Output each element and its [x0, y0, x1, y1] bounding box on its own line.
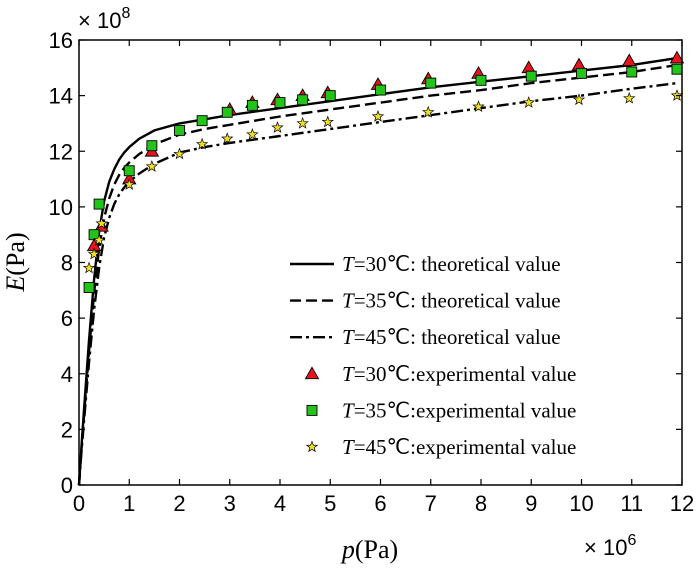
y-tick-label: 2	[61, 417, 73, 442]
y-tick-label: 0	[61, 473, 73, 498]
experimental-point-45c	[572, 93, 586, 106]
x-tick-label: 5	[324, 491, 336, 516]
experimental-point-30c	[669, 50, 685, 64]
experimental-point-35c	[196, 115, 208, 127]
x-tick-label: 7	[425, 491, 437, 516]
experimental-point-35c	[93, 198, 105, 210]
x-tick-label: 11	[620, 491, 643, 516]
experimental-point-35c	[576, 67, 587, 79]
x-tick-label: 1	[123, 491, 135, 516]
experimental-point-35c	[324, 90, 336, 102]
y-axis-ticks: 0 2 4 6 8 10 12 14 16	[49, 28, 682, 498]
experimental-point-45c	[145, 160, 159, 172]
experimental-point-35c	[297, 94, 309, 106]
experimental-point-45c	[87, 247, 101, 260]
experimental-point-45c	[246, 128, 259, 140]
experimental-point-45c	[95, 217, 108, 229]
y-tick-label: 14	[49, 84, 73, 109]
x-tick-label: 6	[374, 491, 386, 516]
experimental-point-35c	[626, 66, 638, 78]
legend-entry: T=45℃:experimental value	[342, 435, 576, 459]
experimental-point-35c	[246, 99, 258, 111]
legend-entry: T=45℃: theoretical value	[342, 325, 561, 349]
x-tick-label: 9	[525, 491, 537, 516]
experimental-point-35c	[525, 70, 537, 82]
experimental-point-35c	[174, 124, 185, 136]
experimental-point-45c	[173, 147, 186, 160]
experimental-point-45c	[123, 178, 136, 190]
legend-marker-sample	[304, 366, 320, 380]
x-tick-label: 4	[274, 491, 286, 516]
x-tick-label: 0	[73, 491, 85, 516]
experimental-point-35c	[475, 74, 487, 86]
x-tick-label: 10	[569, 491, 593, 516]
experimental-markers	[82, 50, 685, 293]
legend-entry: T=35℃: theoretical value	[342, 289, 561, 313]
x-tick-label: 8	[475, 491, 487, 516]
y-axis-label: E(Pa)	[1, 232, 30, 292]
legend-entry: T=30℃:experimental value	[342, 362, 576, 386]
x-axis-multiplier: × 106	[584, 532, 636, 560]
legend-marker-sample	[306, 404, 318, 416]
experimental-point-45c	[522, 96, 535, 108]
experimental-point-35c	[375, 84, 386, 96]
experimental-point-45c	[623, 91, 636, 104]
experimental-point-45c	[371, 109, 385, 122]
x-tick-label: 12	[670, 491, 694, 516]
legend-marker-sample	[305, 440, 319, 453]
experimental-point-45c	[195, 137, 209, 150]
plot-area	[79, 40, 682, 485]
y-tick-label: 4	[61, 362, 73, 387]
x-tick-label: 3	[224, 491, 236, 516]
experimental-point-35c	[123, 165, 135, 177]
y-axis-multiplier: × 108	[78, 5, 130, 33]
experimental-point-45c	[296, 116, 309, 129]
experimental-point-45c	[422, 105, 435, 118]
experimental-point-45c	[321, 115, 334, 128]
x-axis-label: p(Pa)	[340, 535, 398, 564]
experimental-point-45c	[82, 261, 96, 274]
experimental-point-45c	[221, 132, 234, 144]
legend-entry: T=35℃:experimental value	[342, 398, 576, 422]
experimental-point-45c	[472, 100, 485, 113]
experimental-point-35c	[274, 97, 286, 109]
experimental-point-35c	[146, 140, 158, 152]
x-axis-ticks: 0 1 2 3 4 5 6 7 8 9 10 11 12	[73, 40, 694, 516]
theoretical-line-30c	[77, 56, 678, 486]
y-tick-label: 8	[61, 251, 73, 276]
experimental-point-35c	[221, 106, 233, 118]
y-tick-label: 10	[49, 195, 73, 220]
experimental-point-35c	[83, 282, 95, 293]
experimental-point-30c	[621, 53, 637, 67]
y-tick-label: 6	[61, 306, 73, 331]
experimental-point-45c	[271, 121, 284, 133]
legend-entry: T=30℃: theoretical value	[342, 252, 561, 276]
y-tick-label: 16	[49, 28, 73, 53]
y-tick-label: 12	[49, 139, 73, 164]
experimental-point-35c	[671, 63, 683, 75]
theoretical-line-45c	[77, 81, 678, 486]
experimental-point-45c	[92, 233, 106, 246]
experimental-point-35c	[425, 77, 437, 89]
x-tick-label: 2	[173, 491, 185, 516]
legend: T=30℃: theoretical value T=35℃: theoretic…	[290, 252, 576, 459]
